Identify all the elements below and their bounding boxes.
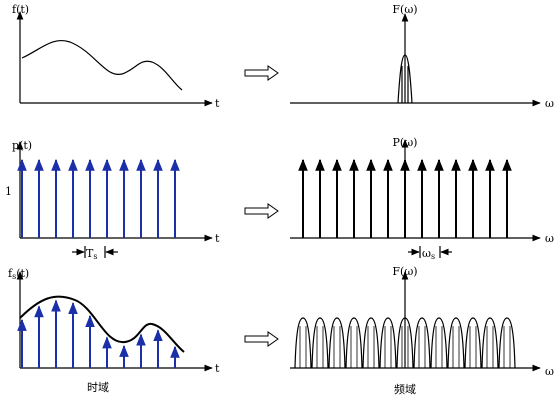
y-label: p(t) xyxy=(12,139,32,152)
y-label-rest: (t) xyxy=(16,267,29,280)
spectrum-lobe xyxy=(311,317,329,369)
period-label: ωs xyxy=(422,247,435,261)
x-label: t xyxy=(215,97,220,110)
signal-curve xyxy=(21,40,183,91)
spectrum-lobe xyxy=(397,54,413,104)
caption: 时域 xyxy=(87,381,109,394)
caption: 频域 xyxy=(394,382,416,396)
period-label: Ts xyxy=(86,247,97,261)
spectrum-lobe xyxy=(430,317,448,369)
x-label: ω xyxy=(545,232,554,245)
spectrum-lobe xyxy=(396,317,414,369)
x-label: t xyxy=(215,362,220,375)
spectrum-lobe xyxy=(413,317,431,369)
y-label-main: f xyxy=(8,267,13,280)
layout xyxy=(16,11,541,372)
spectrum-lobe xyxy=(464,317,482,369)
spectrum-lobe xyxy=(481,317,499,369)
level-label: 1 xyxy=(5,185,12,198)
spectrum-lobe xyxy=(345,317,363,369)
spectrum-lobe xyxy=(328,317,346,369)
period-main: ω xyxy=(422,247,431,260)
x-label: ω xyxy=(545,97,554,110)
period-main: T xyxy=(86,247,94,260)
x-label: t xyxy=(215,232,220,245)
implies-arrow xyxy=(244,331,279,347)
spectrum-lobe xyxy=(294,317,312,369)
period-sub: s xyxy=(431,252,435,261)
spectrum-lobe xyxy=(379,317,397,369)
y-label: f(t) xyxy=(12,3,29,16)
y-label: fs(t) xyxy=(8,267,29,281)
spectrum-lobe xyxy=(362,317,380,369)
spectrum-lobe xyxy=(447,317,465,369)
implies-arrow xyxy=(244,203,279,219)
spectrum-lobe xyxy=(498,317,516,369)
x-label: ω xyxy=(545,365,554,378)
period-sub: s xyxy=(93,252,97,261)
y-label: F(ω) xyxy=(392,3,417,16)
sampled-curve xyxy=(19,295,185,353)
y-label: P(ω) xyxy=(393,136,418,149)
y-label-sub: s xyxy=(12,272,16,281)
implies-arrow xyxy=(244,65,279,81)
y-label: F(ω) xyxy=(392,265,417,278)
